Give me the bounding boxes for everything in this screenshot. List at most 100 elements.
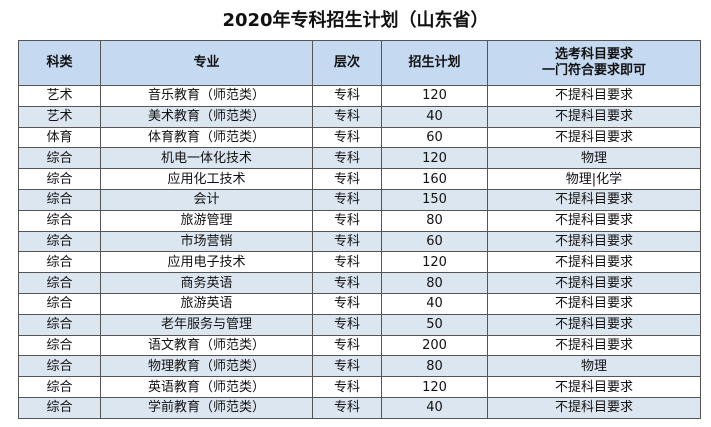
table-row: 综合 机电一体化技术 专科 120 物理 — [18, 147, 701, 170]
table-cell: 不提科目要求 — [487, 126, 701, 149]
table-cell: 综合 — [18, 376, 101, 398]
table-cell: 专科 — [312, 209, 382, 232]
table-row: 综合 语文教育（师范类） 专科 200 不提科目要求 — [18, 334, 701, 357]
table-cell: 物理 — [487, 355, 701, 378]
table-cell: 综合 — [18, 168, 101, 190]
table-cell: 专科 — [312, 355, 382, 378]
table-cell: 英语教育（师范类） — [100, 376, 313, 398]
table-cell: 150 — [381, 188, 488, 211]
table-cell: 专科 — [312, 334, 382, 357]
table-cell: 不提科目要求 — [487, 292, 701, 315]
table-cell: 不提科目要求 — [487, 251, 701, 274]
header-cell: 专业 — [100, 40, 313, 86]
table-cell: 不提科目要求 — [487, 85, 701, 107]
table-cell: 不提科目要求 — [487, 313, 701, 336]
table-cell: 应用电子技术 — [100, 251, 313, 274]
table-cell: 60 — [381, 230, 488, 253]
table-cell: 专科 — [312, 126, 382, 149]
table-cell: 专科 — [312, 188, 382, 211]
table-row: 综合 商务英语 专科 80 不提科目要求 — [18, 272, 701, 294]
title: 2020年专科招生计划（山东省） — [222, 10, 489, 31]
table-cell: 不提科目要求 — [487, 272, 701, 294]
table-cell: 美术教育（师范类） — [100, 105, 313, 128]
header-cell: 选考科目要求 一门符合要求即可 — [487, 40, 701, 86]
table-cell: 综合 — [18, 355, 101, 378]
table-cell: 专科 — [312, 230, 382, 253]
table-cell: 200 — [381, 334, 488, 357]
table-cell: 80 — [381, 355, 488, 378]
table-cell: 综合 — [18, 334, 101, 357]
table-cell: 专科 — [312, 376, 382, 398]
table-cell: 40 — [381, 105, 488, 128]
table-cell: 不提科目要求 — [487, 105, 701, 128]
table-body: 艺术 音乐教育（师范类） 专科 120 不提科目要求 艺术 美术教育（师范类） 专科 40 不提科… — [18, 85, 701, 419]
table-row: 综合 学前教育（师范类） 专科 40 不提科目要求 — [18, 396, 701, 419]
plan-table: 科类 专业 层次 招生计划 选考科目要求 一门符合要求即可 艺术 音乐教育（师范类） 专科 1… — [18, 40, 701, 419]
table-cell: 音乐教育（师范类） — [100, 85, 313, 107]
table-row: 综合 老年服务与管理 专科 50 不提科目要求 — [18, 313, 701, 336]
table-cell: 60 — [381, 126, 488, 149]
table-cell: 40 — [381, 396, 488, 419]
table-cell: 应用化工技术 — [100, 168, 313, 190]
table-cell: 80 — [381, 209, 488, 232]
table-cell: 商务英语 — [100, 272, 313, 294]
table-cell: 专科 — [312, 272, 382, 294]
table-cell: 专科 — [312, 292, 382, 315]
table-cell: 专科 — [312, 313, 382, 336]
table-cell: 旅游英语 — [100, 292, 313, 315]
table-cell: 80 — [381, 272, 488, 294]
table-row: 综合 英语教育（师范类） 专科 120 不提科目要求 — [18, 376, 701, 398]
table-cell: 艺术 — [18, 85, 101, 107]
table-cell: 不提科目要求 — [487, 209, 701, 232]
header-cell: 层次 — [312, 40, 382, 86]
table-row: 综合 旅游英语 专科 40 不提科目要求 — [18, 292, 701, 315]
table-cell: 物理|化学 — [487, 168, 701, 190]
table-cell: 40 — [381, 292, 488, 315]
table-cell: 学前教育（师范类） — [100, 396, 313, 419]
table-row: 艺术 音乐教育（师范类） 专科 120 不提科目要求 — [18, 85, 701, 107]
table-row: 综合 应用电子技术 专科 120 不提科目要求 — [18, 251, 701, 274]
table-cell: 体育 — [18, 126, 101, 149]
table-cell: 120 — [381, 85, 488, 107]
table-cell: 专科 — [312, 251, 382, 274]
table-row: 综合 旅游管理 专科 80 不提科目要求 — [18, 209, 701, 232]
table-row: 综合 应用化工技术 专科 160 物理|化学 — [18, 168, 701, 190]
table-cell: 机电一体化技术 — [100, 147, 313, 170]
table-cell: 120 — [381, 251, 488, 274]
table-cell: 专科 — [312, 85, 382, 107]
table-row: 体育 体育教育（师范类） 专科 60 不提科目要求 — [18, 126, 701, 149]
table-cell: 艺术 — [18, 105, 101, 128]
table-cell: 体育教育（师范类） — [100, 126, 313, 149]
table-row: 综合 会计 专科 150 不提科目要求 — [18, 188, 701, 211]
header-cell: 招生计划 — [381, 40, 488, 86]
table-cell: 120 — [381, 147, 488, 170]
table-cell: 120 — [381, 376, 488, 398]
table-cell: 50 — [381, 313, 488, 336]
table-cell: 160 — [381, 168, 488, 190]
table-cell: 综合 — [18, 251, 101, 274]
table-cell: 专科 — [312, 147, 382, 170]
table-cell: 物理 — [487, 147, 701, 170]
header-cell: 科类 — [18, 40, 101, 86]
table-cell: 综合 — [18, 147, 101, 170]
header-row: 科类 专业 层次 招生计划 选考科目要求 一门符合要求即可 — [18, 40, 701, 86]
table-row: 综合 物理教育（师范类） 专科 80 物理 — [18, 355, 701, 378]
table-cell: 综合 — [18, 313, 101, 336]
table-cell: 老年服务与管理 — [100, 313, 313, 336]
table-cell: 旅游管理 — [100, 209, 313, 232]
table-row: 艺术 美术教育（师范类） 专科 40 不提科目要求 — [18, 105, 701, 128]
table-cell: 不提科目要求 — [487, 188, 701, 211]
table-cell: 综合 — [18, 272, 101, 294]
table-cell: 市场营销 — [100, 230, 313, 253]
table-row: 综合 市场营销 专科 60 不提科目要求 — [18, 230, 701, 253]
table-cell: 综合 — [18, 396, 101, 419]
table-cell: 综合 — [18, 209, 101, 232]
table-cell: 专科 — [312, 396, 382, 419]
table-cell: 语文教育（师范类） — [100, 334, 313, 357]
table-cell: 综合 — [18, 230, 101, 253]
table-cell: 不提科目要求 — [487, 396, 701, 419]
table-cell: 会计 — [100, 188, 313, 211]
table-cell: 不提科目要求 — [487, 334, 701, 357]
table-cell: 专科 — [312, 105, 382, 128]
